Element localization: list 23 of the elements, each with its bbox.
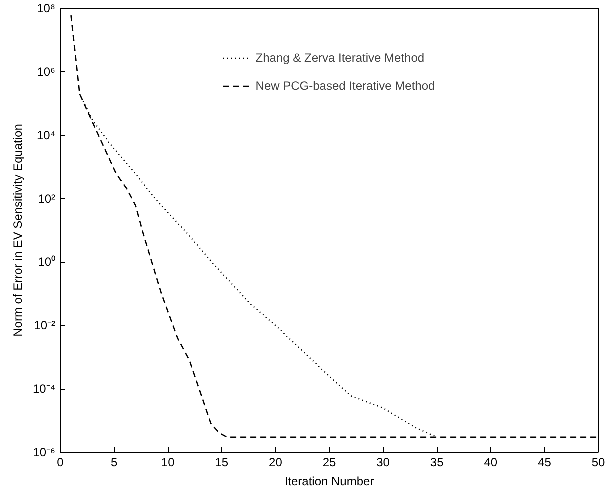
y-tick-label: 10⁻⁴ — [32, 382, 56, 396]
y-axis-title: Norm of Error in EV Sensitivity Equation — [10, 124, 25, 337]
y-tick-label: 10⁻⁶ — [33, 446, 56, 460]
x-tick-label: 45 — [538, 456, 552, 470]
x-axis-title: Iteration Number — [284, 474, 374, 488]
x-tick-label: 25 — [322, 456, 336, 470]
y-tick-label: 10⁰ — [38, 255, 56, 270]
x-tick-label: 40 — [484, 456, 498, 470]
y-tick-label: 10² — [38, 192, 56, 206]
x-tick-label: 5 — [110, 456, 118, 470]
x-tick-label: 35 — [430, 456, 444, 470]
x-tick-label: 15 — [215, 456, 229, 470]
y-tick-label: 10⁸ — [37, 2, 56, 16]
x-tick-label: 50 — [592, 456, 606, 470]
x-tick-label: 30 — [376, 456, 390, 470]
legend-label: New PCG-based Iterative Method — [256, 79, 436, 93]
y-tick-label: 10⁴ — [36, 128, 56, 142]
legend-label: Zhang & Zerva Iterative Method — [256, 51, 425, 65]
y-tick-label: 10⁻² — [34, 318, 56, 333]
x-tick-label: 20 — [269, 456, 283, 470]
x-tick-label: 10 — [161, 456, 176, 470]
x-tick-label: 0 — [57, 456, 64, 470]
y-tick-label: 10⁶ — [37, 64, 56, 79]
